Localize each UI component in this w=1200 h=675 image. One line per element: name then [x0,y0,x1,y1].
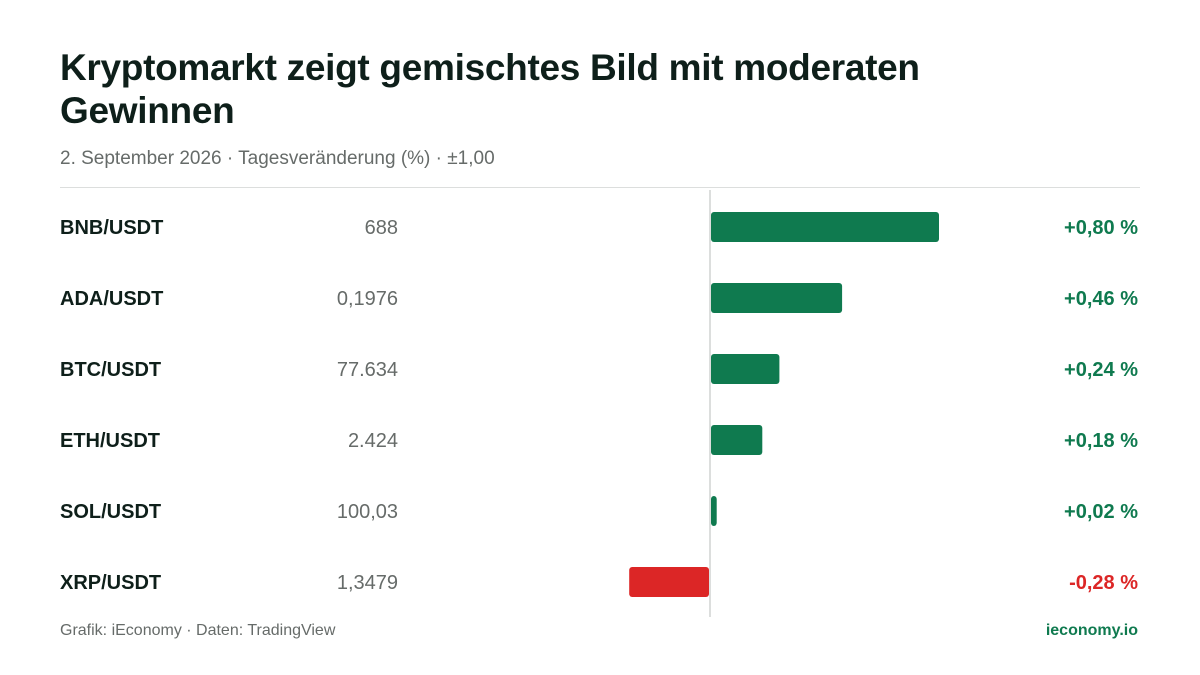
bar [711,425,763,455]
price-label: 1,3479 [337,572,398,594]
bar [629,567,709,597]
bar [711,354,780,384]
chart-title: Kryptomarkt zeigt gemischtes Bild mit mo… [60,47,920,131]
price-label: 2.424 [348,430,398,452]
price-label: 77.634 [337,359,398,381]
value-label: +0,80 % [1064,217,1138,239]
value-label: +0,24 % [1064,359,1138,381]
price-label: 688 [365,217,398,239]
source-credit: Grafik: iEconomy · Daten: TradingView [60,622,336,639]
chart-subtitle: 2. September 2026 · Tagesveränderung (%)… [60,148,495,169]
category-label: BNB/USDT [60,217,163,239]
category-label: ADA/USDT [60,288,163,310]
bar [711,212,939,242]
value-label: -0,28 % [1069,572,1138,594]
price-label: 100,03 [337,501,398,523]
category-label: SOL/USDT [60,501,161,523]
category-label: XRP/USDT [60,572,161,594]
bar [711,283,843,313]
value-label: +0,46 % [1064,288,1138,310]
brand-link[interactable]: ieconomy.io [1045,622,1138,639]
category-label: BTC/USDT [60,359,161,381]
category-label: ETH/USDT [60,430,160,452]
bar [711,496,717,526]
value-label: +0,02 % [1064,501,1138,523]
header-divider [60,187,1140,188]
value-label: +0,18 % [1064,430,1138,452]
price-label: 0,1976 [337,288,398,310]
